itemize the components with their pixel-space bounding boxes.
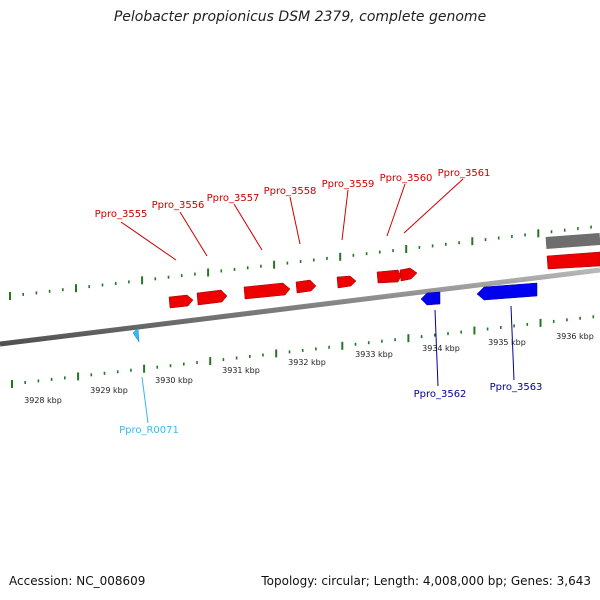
gene-label-ppro-3561[interactable]: Ppro_3561 <box>438 168 491 179</box>
scale-label: 3931 kbp <box>222 366 260 375</box>
gene-ppro-3558[interactable] <box>295 279 317 294</box>
map-title: Pelobacter propionicus DSM 2379, complet… <box>113 9 487 25</box>
gene-ppro-3556[interactable] <box>196 289 228 306</box>
gene-label-ppro-3556[interactable]: Ppro_3556 <box>152 200 205 211</box>
gene-label-ppro-3563[interactable]: Ppro_3563 <box>490 382 543 393</box>
gene-labels: Ppro_3555 Ppro_3556 Ppro_3557 Ppro_3558 … <box>95 168 543 436</box>
gene-ppro-3557[interactable] <box>243 282 291 300</box>
gene-ppro-3559[interactable] <box>336 275 357 289</box>
gene-ppro-3562[interactable] <box>420 291 441 306</box>
gene-ppro-3555[interactable] <box>168 294 194 309</box>
genome-backbone <box>0 233 600 347</box>
backbone-segment <box>545 233 600 249</box>
inner-tick-ring <box>11 315 595 388</box>
scale-label: 3928 kbp <box>24 396 62 405</box>
gene-track <box>132 251 600 343</box>
gene-label-ppro-3560[interactable]: Ppro_3560 <box>380 173 433 184</box>
gene-label-ppro-3559[interactable]: Ppro_3559 <box>322 179 375 190</box>
gene-label-ppro-3562[interactable]: Ppro_3562 <box>414 389 467 400</box>
scale-label: 3929 kbp <box>90 386 128 395</box>
scale-label: 3933 kbp <box>355 350 393 359</box>
scale-label: 3934 kbp <box>422 344 460 353</box>
scale-label: 3936 kbp <box>556 332 594 341</box>
outer-tick-ring <box>9 225 592 300</box>
scale-label: 3930 kbp <box>155 376 193 385</box>
summary-text: Topology: circular; Length: 4,008,000 bp… <box>261 574 591 588</box>
gene-ppro-r0071[interactable] <box>132 327 140 343</box>
scale-label: 3935 kbp <box>488 338 526 347</box>
scale-label: 3932 kbp <box>288 358 326 367</box>
gene-label-ppro-3555[interactable]: Ppro_3555 <box>95 209 148 220</box>
gene-ppro-3560[interactable] <box>376 269 402 284</box>
scale-labels: 3928 kbp 3929 kbp 3930 kbp 3931 kbp 3932… <box>24 332 594 405</box>
gene-label-ppro-3557[interactable]: Ppro_3557 <box>207 193 260 204</box>
accession-text: Accession: NC_008609 <box>9 574 146 588</box>
gene-ppro-3563[interactable] <box>476 282 538 301</box>
gene-label-ppro-3558[interactable]: Ppro_3558 <box>264 186 317 197</box>
gene-ppro-3561[interactable] <box>399 267 418 282</box>
gene-label-ppro-r0071[interactable]: Ppro_R0071 <box>119 425 179 436</box>
label-leader-lines <box>120 178 515 424</box>
gene-right-edge-forward[interactable] <box>546 251 600 270</box>
